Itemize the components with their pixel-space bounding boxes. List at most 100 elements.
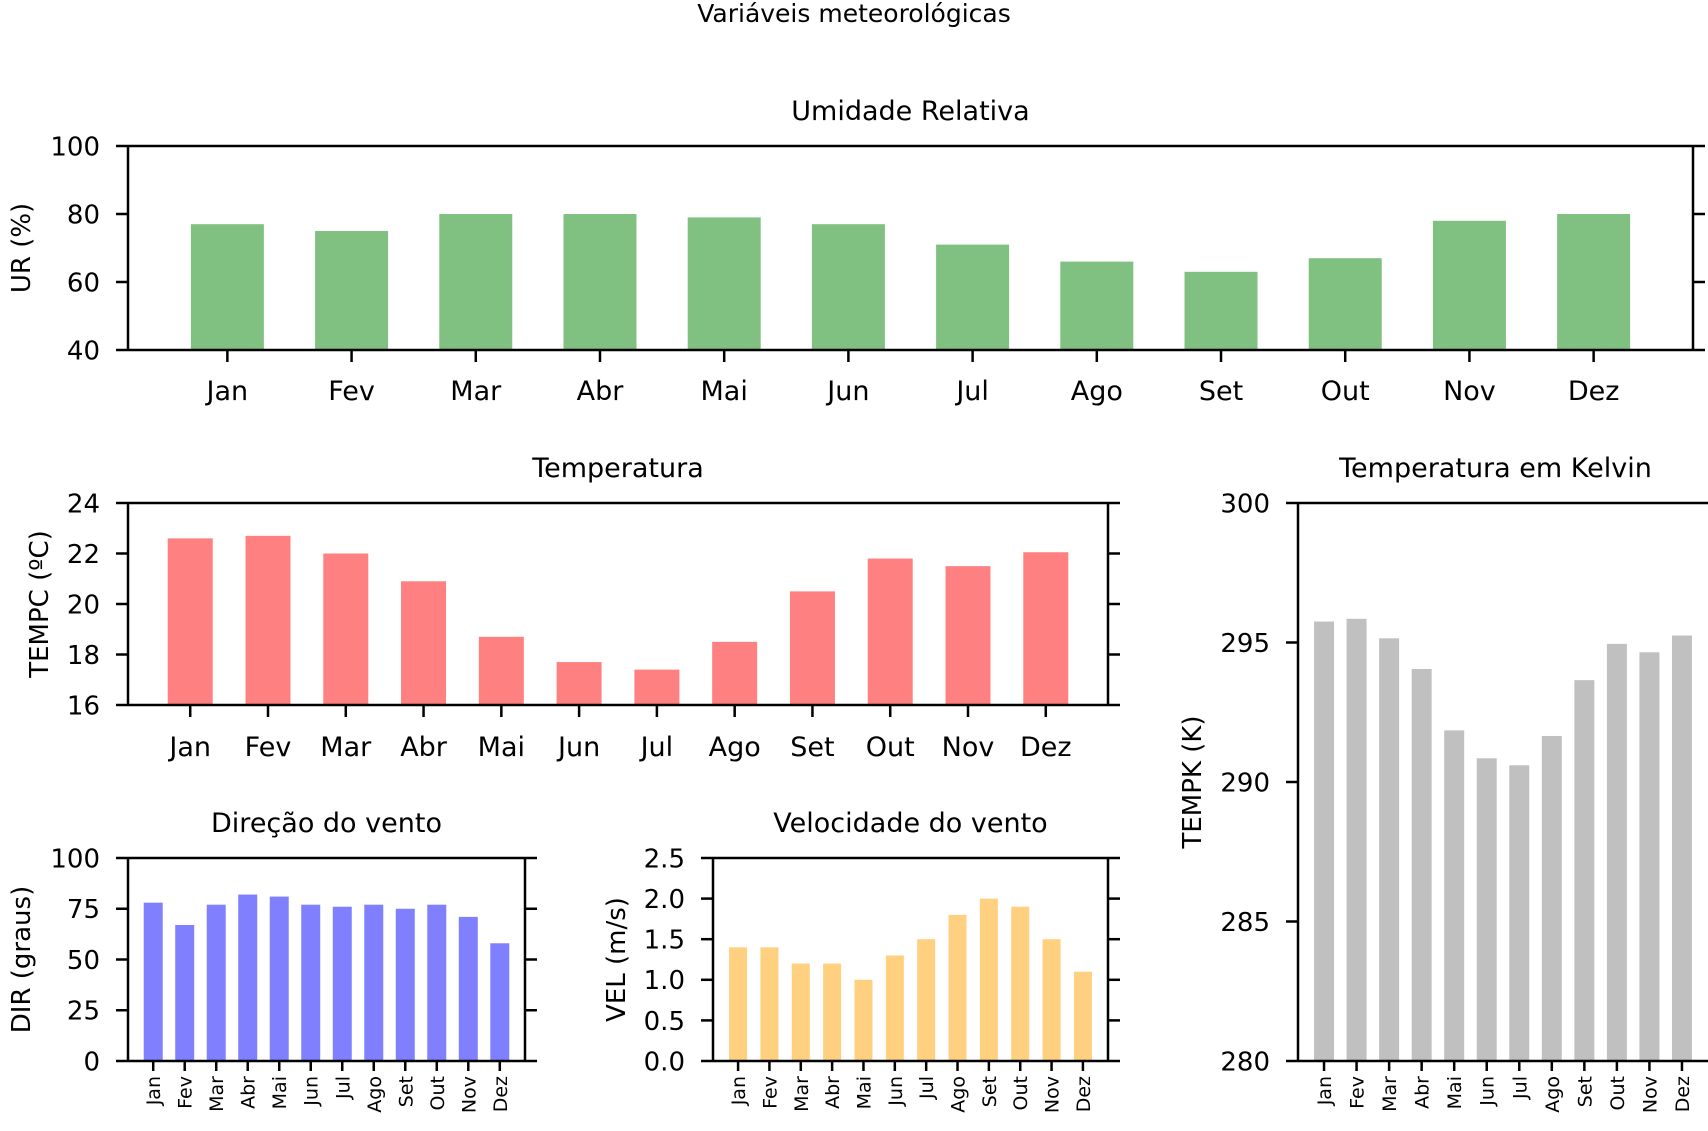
xtick-label-ur: Ago <box>1071 376 1123 407</box>
chart-ur: 40 60 80 100 Jan Fev Mar Abr Mai Jun Jul Ago Set Out N… <box>7 96 1705 407</box>
xtick-label-vel: Mai <box>853 1076 875 1109</box>
chart-dir: 0 25 50 75 100 Jan Fev Mar Abr Mai Jun Jul Ago Set Out… <box>7 808 537 1113</box>
bar-tempk-jan <box>1314 621 1335 1061</box>
xtick-label-tempk: Abr <box>1412 1076 1434 1109</box>
xtick-label-tempc: Jun <box>556 732 600 763</box>
bar-ur-dez <box>1557 214 1631 350</box>
chart-vel: 0.0 0.5 1.0 1.5 2.0 2.5 Jan Fev Mar Abr Mai Jun Jul A… <box>602 808 1120 1113</box>
xtick-label-tempk: Out <box>1607 1076 1629 1110</box>
xtick-label-tempc: Nov <box>942 732 995 763</box>
bar-tempc-jan <box>167 538 213 705</box>
xtick-label-tempc: Jan <box>167 732 211 763</box>
xtick-label-vel: Abr <box>822 1076 844 1109</box>
chart-title-vel: Velocidade do vento <box>773 808 1047 839</box>
xtick-label-dir: Set <box>395 1076 417 1107</box>
chart-title-tempc: Temperatura <box>531 453 704 484</box>
bar-ur-nov <box>1432 220 1506 350</box>
bar-vel-nov <box>1042 939 1061 1061</box>
ytick-label-tempc: 24 <box>67 489 100 519</box>
bar-dir-jun <box>301 904 321 1061</box>
xtick-label-tempk: Set <box>1574 1076 1596 1107</box>
xtick-label-tempc: Mar <box>320 732 372 763</box>
bar-vel-dez <box>1073 971 1092 1061</box>
ytick-label-tempk: 300 <box>1220 489 1270 519</box>
xtick-label-tempc: Dez <box>1020 732 1072 763</box>
y-axis-label-vel: VEL (m/s) <box>602 897 632 1022</box>
bar-dir-abr <box>238 894 258 1061</box>
chart-title-dir: Direção do vento <box>211 808 442 839</box>
bar-ur-fev <box>315 231 389 350</box>
bar-dir-mar <box>206 904 226 1061</box>
bar-tempc-abr <box>401 581 447 705</box>
bar-vel-ago <box>948 914 967 1061</box>
xtick-label-ur: Jan <box>205 376 249 407</box>
ytick-label-tempc: 22 <box>67 540 100 570</box>
ytick-label-ur: 60 <box>67 268 100 298</box>
xtick-label-tempk: Mai <box>1444 1076 1466 1109</box>
bar-vel-fev <box>760 947 779 1061</box>
ytick-label-vel: 2.5 <box>644 844 685 874</box>
xtick-label-tempc: Ago <box>709 732 761 763</box>
xtick-label-tempk: Nov <box>1639 1076 1661 1113</box>
bar-ur-jun <box>811 224 885 350</box>
xtick-label-dir: Mar <box>206 1076 228 1112</box>
bar-dir-mai <box>269 896 289 1061</box>
xtick-label-vel: Set <box>979 1076 1001 1107</box>
xtick-label-vel: Nov <box>1042 1076 1064 1113</box>
xtick-label-vel: Jan <box>728 1076 750 1106</box>
bar-dir-dez <box>490 943 510 1061</box>
chart-title-tempk: Temperatura em Kelvin <box>1338 453 1652 484</box>
xtick-label-dir: Mai <box>269 1076 291 1109</box>
bar-dir-set <box>395 908 415 1061</box>
bar-tempc-ago <box>712 641 758 705</box>
bar-tempc-nov <box>945 566 991 705</box>
bar-tempc-set <box>789 591 835 705</box>
bar-ur-out <box>1308 258 1382 350</box>
bar-ur-ago <box>1060 261 1134 350</box>
xtick-label-tempk: Fev <box>1347 1076 1369 1109</box>
ytick-label-vel: 1.0 <box>644 966 685 996</box>
bar-tempk-abr <box>1411 669 1432 1061</box>
xtick-label-tempk: Jan <box>1314 1076 1336 1106</box>
ytick-label-vel: 0.0 <box>644 1047 685 1077</box>
xtick-label-ur: Set <box>1199 376 1243 407</box>
bar-vel-mar <box>791 963 810 1061</box>
bar-dir-jul <box>332 906 352 1061</box>
bar-vel-out <box>1011 906 1030 1061</box>
ytick-label-tempk: 285 <box>1220 908 1270 938</box>
bar-ur-mai <box>687 217 761 350</box>
bar-dir-jan <box>143 902 163 1061</box>
ytick-label-dir: 75 <box>67 895 100 925</box>
xtick-label-ur: Dez <box>1568 376 1620 407</box>
bar-tempc-out <box>867 558 913 705</box>
xtick-label-ur: Out <box>1321 376 1370 407</box>
xtick-label-tempk: Jul <box>1509 1076 1531 1100</box>
xtick-label-vel: Mar <box>791 1076 813 1112</box>
xtick-label-vel: Dez <box>1073 1076 1095 1112</box>
bar-vel-jul <box>917 939 936 1061</box>
xtick-label-tempc: Mai <box>478 732 525 763</box>
xtick-label-tempc: Set <box>790 732 834 763</box>
ytick-label-tempc: 18 <box>67 641 100 671</box>
xtick-label-ur: Jul <box>954 376 989 407</box>
xtick-label-dir: Jan <box>143 1076 165 1106</box>
bar-tempk-mai <box>1444 730 1465 1061</box>
xtick-label-dir: Dez <box>490 1076 512 1112</box>
ytick-label-tempk: 295 <box>1220 629 1270 659</box>
xtick-label-vel: Jun <box>885 1076 907 1107</box>
ytick-label-tempc: 16 <box>67 691 100 721</box>
xtick-label-tempk: Jun <box>1477 1076 1499 1107</box>
y-axis-label-tempc: TEMPC (ºC) <box>25 530 55 679</box>
ytick-label-dir: 25 <box>67 997 100 1027</box>
bar-tempk-mar <box>1379 638 1400 1061</box>
chart-title-ur: Umidade Relativa <box>791 96 1029 127</box>
bar-tempc-mai <box>478 636 524 705</box>
bar-tempc-mar <box>323 553 369 705</box>
bar-tempc-jul <box>634 669 680 705</box>
xtick-label-dir: Ago <box>364 1076 386 1113</box>
xtick-label-tempc: Jul <box>639 732 674 763</box>
ytick-label-vel: 1.5 <box>644 926 685 956</box>
xtick-label-dir: Jun <box>301 1076 323 1107</box>
y-axis-label-ur: UR (%) <box>7 203 37 293</box>
xtick-label-dir: Jul <box>332 1076 354 1100</box>
